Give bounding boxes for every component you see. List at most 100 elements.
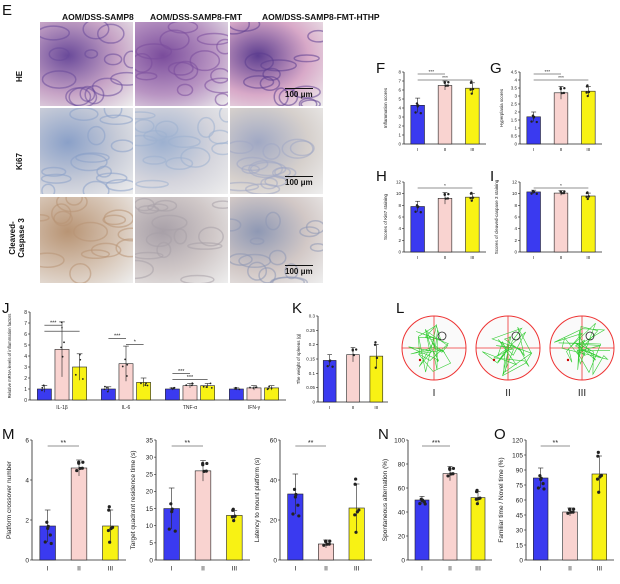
histology-texture bbox=[268, 249, 287, 266]
histology-image-r3-c3 bbox=[230, 197, 323, 283]
data-point bbox=[414, 210, 417, 213]
data-point bbox=[469, 196, 472, 200]
data-point bbox=[353, 482, 357, 486]
data-point bbox=[48, 533, 52, 537]
histology-texture bbox=[87, 125, 106, 146]
data-point bbox=[470, 92, 473, 95]
x-tick-label: II bbox=[201, 565, 205, 572]
data-point bbox=[107, 505, 111, 509]
x-tick-label: III bbox=[470, 255, 474, 261]
histology-texture bbox=[216, 38, 228, 55]
panel-letter-h: H bbox=[376, 168, 387, 185]
panel-letter-e: E bbox=[2, 2, 13, 19]
y-tick-label: 3 bbox=[24, 365, 27, 371]
bar bbox=[322, 360, 337, 403]
y-tick-label: 10 bbox=[396, 191, 402, 196]
y-tick-label: 3 bbox=[514, 94, 517, 99]
histology-texture bbox=[53, 210, 73, 227]
data-point bbox=[474, 490, 479, 494]
y-axis-label: Inflammation scores bbox=[383, 87, 388, 128]
histology-texture bbox=[210, 67, 228, 84]
data-point bbox=[585, 85, 589, 88]
data-point bbox=[230, 515, 235, 519]
histology-texture bbox=[135, 251, 164, 260]
y-tick-label: 80 bbox=[398, 461, 406, 468]
histo-col-title-3: AOM/DSS-SAMP8-FMT-HTHP bbox=[262, 12, 380, 22]
histology-texture bbox=[156, 241, 172, 259]
significance-label: * bbox=[444, 183, 446, 189]
data-point bbox=[190, 384, 193, 387]
x-tick-label: III bbox=[374, 405, 378, 411]
y-tick-label: 20 bbox=[398, 533, 406, 540]
histology-image-r2-c2 bbox=[135, 108, 228, 194]
y-tick-label: 0 bbox=[398, 250, 401, 255]
histology-texture bbox=[249, 237, 265, 245]
data-point bbox=[63, 341, 65, 344]
bar bbox=[414, 499, 430, 561]
histology-texture bbox=[82, 180, 110, 194]
histology-texture bbox=[40, 173, 72, 184]
histology-texture bbox=[262, 142, 281, 160]
data-point bbox=[42, 384, 45, 387]
histology-texture bbox=[281, 138, 314, 159]
histology-texture bbox=[159, 29, 190, 51]
data-point bbox=[560, 192, 564, 195]
significance-label: * bbox=[560, 183, 562, 189]
histology-texture bbox=[75, 152, 110, 163]
histology-texture bbox=[135, 118, 155, 134]
data-point bbox=[444, 84, 448, 87]
data-point bbox=[447, 192, 450, 196]
data-point bbox=[354, 348, 358, 351]
data-point bbox=[170, 387, 173, 390]
data-point bbox=[45, 520, 49, 524]
data-point bbox=[419, 211, 422, 214]
data-point bbox=[46, 526, 50, 530]
bar bbox=[70, 467, 88, 561]
bar bbox=[553, 192, 569, 253]
y-tick-label: 35 bbox=[146, 437, 154, 444]
histology-texture bbox=[115, 238, 133, 258]
histology-texture bbox=[65, 197, 83, 206]
data-point bbox=[562, 91, 566, 95]
histology-texture bbox=[73, 221, 109, 242]
y-tick-label: 2 bbox=[514, 238, 517, 243]
x-tick-label: II bbox=[448, 565, 452, 572]
histology-texture bbox=[299, 226, 320, 238]
data-point bbox=[586, 197, 589, 201]
histology-texture bbox=[236, 156, 269, 172]
significance-label: *** bbox=[442, 75, 448, 81]
data-point bbox=[535, 192, 538, 196]
y-tick-label: 0 bbox=[519, 557, 523, 564]
bar bbox=[194, 470, 212, 561]
bar bbox=[165, 388, 180, 401]
data-point bbox=[560, 91, 564, 95]
data-point bbox=[209, 382, 212, 385]
y-tick-label: 5 bbox=[149, 540, 153, 547]
y-tick-label: 1 bbox=[24, 387, 27, 393]
data-point bbox=[443, 192, 446, 196]
histology-texture bbox=[95, 172, 128, 184]
y-tick-label: 4 bbox=[398, 106, 401, 111]
data-point bbox=[185, 384, 188, 387]
data-point bbox=[43, 540, 47, 544]
data-point bbox=[145, 382, 147, 385]
data-point bbox=[252, 387, 255, 389]
bar bbox=[437, 198, 453, 253]
y-tick-label: 0.2 bbox=[309, 342, 316, 347]
data-point bbox=[80, 466, 84, 470]
histology-texture bbox=[167, 61, 194, 76]
significance-label: *** bbox=[558, 75, 564, 81]
data-point bbox=[140, 382, 142, 385]
data-point bbox=[374, 341, 377, 344]
panel-letter-n: N bbox=[378, 426, 389, 443]
y-tick-label: 60 bbox=[516, 497, 524, 504]
histology-texture bbox=[230, 253, 253, 266]
y-tick-label: 0 bbox=[312, 400, 315, 405]
y-tick-label: 105 bbox=[512, 452, 523, 459]
histology-texture bbox=[117, 227, 133, 242]
y-tick-label: 2 bbox=[398, 238, 401, 243]
data-point bbox=[170, 507, 174, 511]
data-point bbox=[60, 321, 63, 324]
y-tick-label: 7 bbox=[398, 79, 401, 84]
x-tick-label: II bbox=[77, 565, 81, 572]
